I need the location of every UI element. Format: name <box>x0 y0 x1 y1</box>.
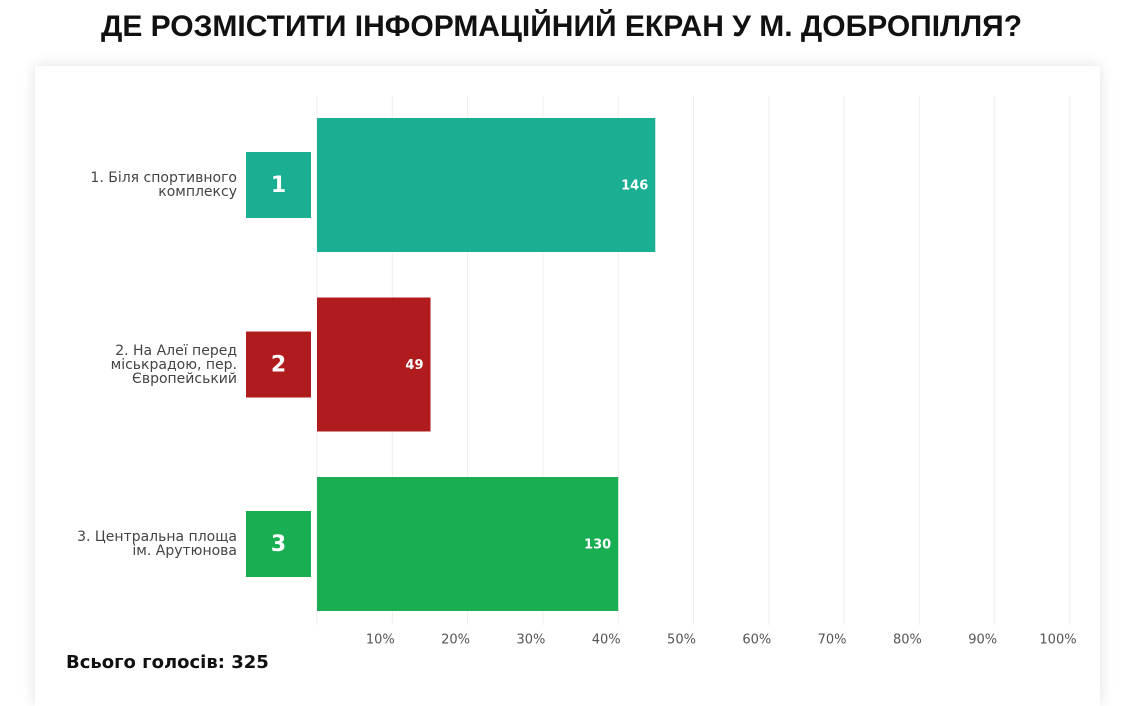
category-label: 3. Центральна площа ім. Арутюнова <box>77 529 237 559</box>
badge <box>246 511 311 577</box>
x-tick-label: 50% <box>667 633 696 648</box>
x-tick-label: 60% <box>742 633 771 648</box>
badge <box>246 152 311 218</box>
x-tick-label: 20% <box>441 633 470 648</box>
total-votes: Всього голосів: 325 <box>66 652 269 673</box>
value-label: 146 <box>621 179 648 194</box>
x-tick-label: 40% <box>592 633 621 648</box>
badge-label: 3 <box>271 532 286 557</box>
badge-label: 2 <box>271 353 286 378</box>
x-tick-label: 10% <box>366 633 395 648</box>
category-label: 1. Біля спортивного комплексу <box>90 170 237 200</box>
bar <box>317 297 431 432</box>
chart-title: ДЕ РОЗМІСТИТИ ІНФОРМАЦІЙНИЙ ЕКРАН У М. Д… <box>100 10 1023 43</box>
x-tick-label: 30% <box>516 633 545 648</box>
x-tick-label: 80% <box>893 633 922 648</box>
bar <box>317 477 619 611</box>
value-label: 49 <box>405 358 423 373</box>
category-label: 2. На Алеї перед міськрадою, пер. Європе… <box>110 342 237 387</box>
x-tick-label: 100% <box>1039 633 1076 648</box>
page: {"chart_data": {"type": "hbar", "title":… <box>66 10 1077 673</box>
bar <box>317 118 656 252</box>
x-tick-label: 70% <box>818 633 847 648</box>
value-label: 130 <box>584 538 611 553</box>
badge-label: 1 <box>271 173 286 198</box>
x-tick-label: 90% <box>968 633 997 648</box>
badge <box>246 331 311 398</box>
chart: 10% 20% 30% 40% 50% 60% 70% 80% 90% 100% 146 1 49 2 13… <box>246 96 1077 648</box>
